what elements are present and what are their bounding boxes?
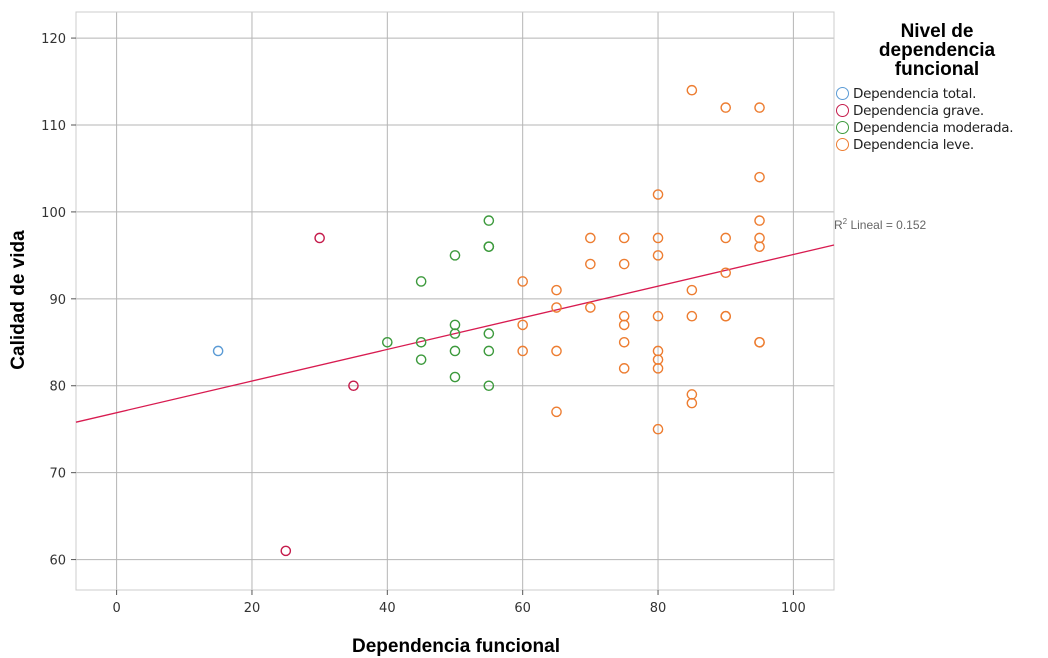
x-axis-label: Dependencia funcional: [352, 636, 560, 657]
legend-title: Nivel de dependencia funcional: [826, 22, 1048, 79]
legend-label: Dependencia grave.: [853, 102, 984, 119]
data-point: [449, 250, 461, 261]
y-axis-label: Calidad de vida: [8, 230, 29, 370]
data-point: [585, 302, 596, 313]
data-point: [652, 423, 664, 435]
data-point: [517, 276, 528, 287]
data-point: [686, 284, 698, 296]
data-point: [585, 258, 596, 270]
data-point: [449, 345, 461, 357]
legend-item: Dependencia grave.: [836, 102, 1048, 119]
data-point: [483, 215, 495, 226]
data-point: [720, 267, 732, 279]
data-point: [382, 336, 393, 348]
data-point: [686, 84, 698, 96]
y-tick-label: 90: [49, 293, 66, 308]
x-tick-label: 40: [379, 601, 396, 616]
r2-value: Lineal = 0.152: [850, 218, 927, 232]
y-tick-label: 60: [49, 554, 66, 569]
x-tick-label: 20: [244, 601, 261, 616]
data-point: [449, 328, 461, 339]
x-axis-ticks: 0 20 40 60 80 100: [112, 590, 806, 616]
legend-marker-icon: [836, 87, 849, 100]
x-tick-label: 0: [112, 601, 120, 616]
plot-frame: [75, 11, 835, 591]
data-point: [314, 232, 325, 244]
data-point: [720, 232, 732, 244]
data-point: [754, 171, 765, 183]
data-point: [415, 276, 427, 287]
data-point: [449, 371, 461, 383]
data-points: [212, 84, 765, 557]
data-point: [483, 345, 495, 357]
legend-label: Dependencia leve.: [853, 136, 974, 153]
legend-item: Dependencia moderada.: [836, 119, 1048, 136]
data-point: [652, 232, 664, 244]
legend-marker-icon: [836, 104, 849, 117]
data-point: [449, 319, 461, 331]
data-point: [585, 232, 596, 244]
data-point: [517, 319, 528, 331]
y-tick-label: 110: [41, 119, 66, 134]
legend-items: Dependencia total. Dependencia grave. Depe…: [836, 85, 1048, 153]
x-tick-label: 80: [650, 601, 667, 616]
legend: Nivel de dependencia funcional Dependenc…: [836, 22, 1048, 153]
data-point: [618, 319, 630, 331]
x-tick-label: 100: [781, 601, 806, 616]
data-point: [652, 250, 664, 261]
data-point: [652, 363, 664, 374]
legend-title-line: funcional: [894, 59, 980, 80]
data-point: [754, 241, 765, 252]
y-tick-label: 80: [49, 380, 66, 395]
data-point: [483, 241, 495, 252]
y-tick-label: 120: [41, 32, 66, 47]
legend-item: Dependencia leve.: [836, 136, 1048, 153]
legend-title-line: dependencia: [878, 40, 996, 61]
data-point: [517, 345, 528, 357]
y-tick-label: 70: [49, 467, 66, 482]
data-point: [551, 302, 562, 313]
data-point: [652, 310, 664, 322]
legend-title-line: Nivel de: [900, 21, 974, 42]
data-point: [652, 189, 664, 200]
data-point: [483, 328, 495, 339]
legend-label: Dependencia moderada.: [853, 119, 1014, 136]
data-point: [415, 336, 427, 348]
y-axis-ticks: 60 70 80 90 100 110 120: [41, 32, 76, 569]
y-tick-label: 100: [41, 206, 66, 221]
data-point: [686, 389, 698, 400]
legend-marker-icon: [836, 138, 849, 151]
data-point: [618, 363, 630, 374]
data-point: [280, 545, 292, 557]
legend-item: Dependencia total.: [836, 85, 1048, 102]
data-point: [348, 380, 359, 392]
data-point: [551, 406, 562, 418]
grid: [75, 12, 834, 591]
data-point: [212, 345, 224, 357]
data-point: [618, 310, 630, 322]
data-point: [754, 336, 765, 348]
data-point: [720, 310, 732, 322]
legend-label: Dependencia total.: [853, 85, 977, 102]
data-point: [618, 232, 630, 244]
legend-marker-icon: [836, 121, 849, 134]
data-point: [551, 284, 562, 296]
x-tick-label: 60: [514, 601, 531, 616]
data-point: [415, 354, 427, 365]
r2-annotation: R2 Lineal = 0.152: [834, 217, 927, 232]
fit-line-group: [75, 244, 835, 423]
data-point: [754, 102, 765, 113]
data-point: [618, 258, 630, 270]
data-point: [686, 397, 698, 409]
data-point: [686, 310, 698, 322]
data-point: [618, 336, 630, 348]
data-point: [720, 102, 732, 113]
data-point: [483, 380, 495, 392]
data-point: [754, 215, 765, 226]
fit-line: [75, 244, 835, 423]
data-point: [551, 345, 562, 357]
data-point: [754, 232, 765, 244]
